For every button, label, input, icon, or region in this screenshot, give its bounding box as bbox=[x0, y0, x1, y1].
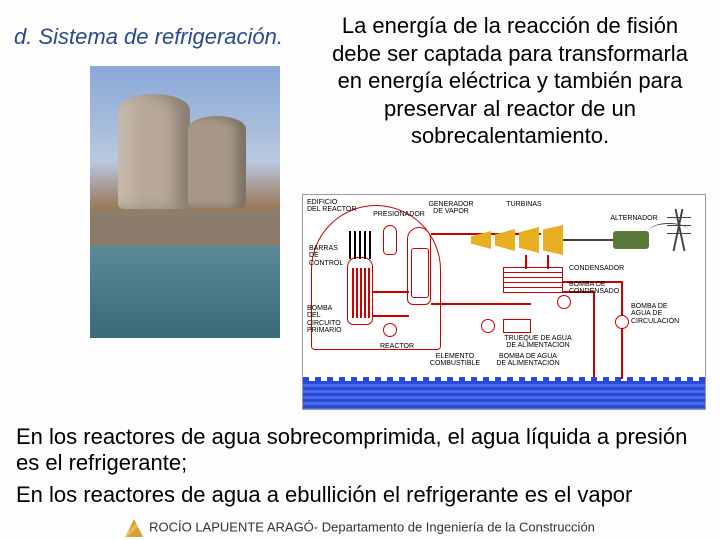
body-text-2: En los reactores de agua a ebullición el… bbox=[16, 482, 706, 508]
heat-exchanger bbox=[503, 319, 531, 333]
pipe bbox=[621, 281, 623, 379]
label-bomba-alim: BOMBA DE AGUADE ALIMENTACIÓN bbox=[493, 353, 563, 368]
pipe bbox=[431, 303, 531, 305]
pressurizer bbox=[383, 225, 397, 255]
reactor-diagram: EDIFICIODEL REACTOR BARRASDE CONTROL PRE… bbox=[302, 194, 706, 410]
water-body bbox=[303, 381, 705, 409]
pipe bbox=[373, 315, 409, 317]
cooling-pool bbox=[90, 246, 280, 338]
cooling-tower-shape bbox=[118, 94, 190, 209]
turbines bbox=[471, 225, 563, 255]
circulation-pump bbox=[615, 315, 629, 329]
label-bomba-cond: BOMBA DECONDENSADO bbox=[569, 281, 629, 296]
cooling-tower-shape bbox=[188, 116, 246, 208]
label-bomba-primario: BOMBADEL CIRCUITOPRIMARIO bbox=[307, 305, 355, 334]
label-edificio: EDIFICIODEL REACTOR bbox=[307, 199, 357, 214]
label-bomba-circ: BOMBA DEAGUA DECIRCULACIÓN bbox=[631, 303, 681, 325]
primary-pump bbox=[383, 323, 397, 337]
pipe bbox=[593, 293, 595, 381]
label-tuberias: TURBINAS bbox=[499, 201, 549, 208]
header-paragraph: La energía de la reacción de fisión debe… bbox=[320, 12, 700, 150]
label-reactor: REACTOR bbox=[377, 343, 417, 350]
pipe bbox=[547, 255, 549, 269]
label-barras: BARRASDE CONTROL bbox=[309, 245, 353, 267]
label-elemento: ELEMENTOCOMBUSTIBLE bbox=[427, 353, 483, 368]
cooling-tower-photo bbox=[90, 66, 280, 338]
label-alternador: ALTERNADOR bbox=[609, 215, 659, 222]
feedwater-pump bbox=[481, 319, 495, 333]
pipe bbox=[373, 291, 409, 293]
condenser bbox=[503, 267, 563, 293]
section-heading: d. Sistema de refrigeración. bbox=[14, 24, 283, 50]
pylon-icon bbox=[665, 209, 693, 251]
footer-logo-icon bbox=[125, 519, 143, 537]
steam-generator bbox=[407, 227, 431, 305]
label-generador: GENERADORDE VAPOR bbox=[425, 201, 477, 216]
footer: ROCÍO LAPUENTE ARAGÓ- Departamento de In… bbox=[0, 519, 720, 537]
condensate-pump bbox=[557, 295, 571, 309]
label-condensador: CONDENSADOR bbox=[569, 265, 629, 272]
label-trueque: TRUEQUE DE AGUADE ALIMENTACIÓN bbox=[501, 335, 575, 350]
body-text-1: En los reactores de agua sobrecomprimida… bbox=[16, 424, 706, 477]
footer-text: ROCÍO LAPUENTE ARAGÓ- Departamento de In… bbox=[149, 519, 595, 534]
label-presionador: PRESIONADOR bbox=[373, 211, 425, 218]
alternator bbox=[613, 231, 649, 249]
pipe bbox=[525, 255, 527, 269]
